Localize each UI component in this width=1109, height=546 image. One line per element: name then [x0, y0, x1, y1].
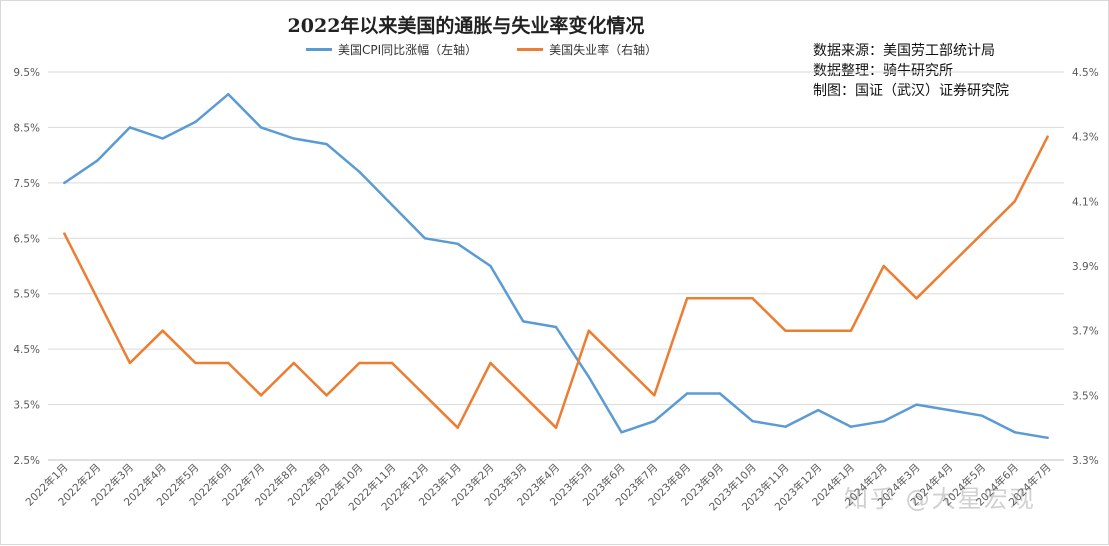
point-unemployment [718, 297, 722, 300]
y-left-tick-label: 7.5% [13, 178, 40, 190]
legend-swatch-cpi [306, 48, 332, 51]
point-unemployment [784, 329, 787, 332]
point-unemployment [95, 297, 99, 300]
point-unemployment [685, 297, 689, 300]
point-unemployment [161, 329, 164, 332]
point-unemployment [423, 394, 427, 397]
y-left-tick-label: 3.5% [13, 400, 40, 412]
point-cpi [423, 237, 427, 240]
point-cpi [784, 425, 787, 428]
point-cpi [1046, 436, 1049, 440]
point-unemployment [522, 394, 525, 397]
point-cpi [1013, 431, 1017, 434]
point-cpi [227, 92, 230, 96]
y-left-tick-label: 4.5% [13, 344, 40, 356]
y-left-tick-label: 8.5% [13, 122, 40, 134]
y-right-tick-label: 3.5% [1072, 390, 1099, 402]
point-cpi [816, 408, 820, 412]
point-cpi [948, 408, 951, 412]
point-cpi [292, 137, 296, 140]
point-unemployment [259, 394, 263, 397]
y-left-tick-label: 2.5% [13, 455, 40, 467]
legend-item-unemployment: 美国失业率（右轴） [517, 41, 657, 58]
y-left-tick-label: 5.5% [13, 289, 40, 301]
point-cpi [587, 375, 590, 379]
point-unemployment [1013, 200, 1017, 203]
point-unemployment [227, 361, 230, 365]
y-right-tick-label: 4.1% [1072, 196, 1099, 208]
y-right-tick-label: 3.9% [1072, 261, 1099, 273]
chart-title: 2022年以来美国的通胀与失业率变化情况 [287, 15, 645, 37]
watermark: 知乎 @大星宏观 [844, 485, 1036, 513]
y-right-tick-label: 3.7% [1072, 326, 1099, 338]
point-cpi [194, 120, 197, 124]
point-unemployment [358, 361, 361, 365]
y-left-tick-label: 9.5% [13, 67, 40, 79]
point-unemployment [554, 426, 558, 429]
point-cpi [161, 137, 164, 140]
point-cpi [653, 420, 656, 423]
y-right-tick-label: 4.3% [1072, 132, 1099, 144]
legend: 美国CPI同比涨幅（左轴） 美国失业率（右轴） [306, 41, 657, 58]
point-unemployment [653, 394, 656, 397]
point-unemployment [128, 361, 132, 365]
point-unemployment [390, 361, 394, 365]
point-unemployment [882, 264, 885, 268]
point-cpi [259, 126, 263, 129]
point-unemployment [489, 361, 492, 365]
y-right-tick-label: 3.3% [1072, 455, 1099, 467]
point-cpi [390, 203, 394, 207]
point-cpi [685, 392, 689, 395]
source-notes: 数据来源：美国劳工部统计局 数据整理：骑牛研究所 制图：国证（武汉）证券研究院 [813, 41, 1009, 101]
point-unemployment [849, 329, 853, 332]
point-unemployment [194, 361, 197, 365]
point-cpi [325, 142, 328, 146]
note-compiler: 数据整理：骑牛研究所 [813, 63, 953, 79]
point-cpi [63, 181, 66, 185]
note-chart-maker: 制图：国证（武汉）证券研究院 [813, 83, 1009, 99]
point-unemployment [816, 329, 820, 332]
point-unemployment [620, 361, 623, 365]
point-unemployment [915, 297, 918, 300]
point-cpi [358, 170, 361, 173]
point-cpi [620, 431, 623, 434]
y-left-tick-label: 6.5% [13, 233, 40, 245]
point-unemployment [325, 394, 328, 397]
point-cpi [751, 420, 754, 423]
point-unemployment [980, 232, 984, 235]
point-unemployment [292, 361, 296, 365]
point-cpi [849, 425, 853, 428]
point-cpi [882, 420, 885, 423]
legend-item-cpi: 美国CPI同比涨幅（左轴） [306, 41, 477, 58]
point-cpi [95, 159, 99, 162]
point-unemployment [948, 264, 951, 268]
legend-label-unemployment: 美国失业率（右轴） [549, 43, 658, 57]
point-unemployment [63, 232, 66, 235]
point-cpi [456, 242, 459, 246]
note-source: 数据来源：美国劳工部统计局 [813, 43, 995, 59]
point-unemployment [587, 329, 590, 332]
point-unemployment [751, 297, 754, 300]
legend-label-cpi: 美国CPI同比涨幅（左轴） [338, 43, 478, 57]
point-cpi [489, 264, 492, 268]
point-unemployment [456, 426, 459, 429]
point-cpi [980, 414, 984, 417]
legend-swatch-unemployment [517, 48, 544, 51]
point-cpi [522, 320, 525, 323]
point-cpi [128, 126, 132, 129]
point-cpi [554, 325, 558, 329]
y-right-tick-label: 4.5% [1072, 67, 1099, 79]
series-line-unemployment [63, 135, 1049, 429]
series-line-cpi [63, 92, 1049, 440]
point-cpi [915, 403, 918, 406]
point-cpi [718, 392, 722, 395]
point-unemployment [1046, 135, 1049, 138]
